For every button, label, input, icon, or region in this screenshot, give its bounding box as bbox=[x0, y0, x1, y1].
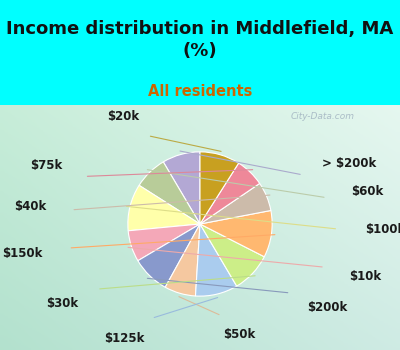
Text: $200k: $200k bbox=[307, 301, 347, 314]
Wedge shape bbox=[138, 224, 200, 287]
Wedge shape bbox=[200, 152, 239, 224]
Text: All residents: All residents bbox=[148, 84, 252, 99]
Wedge shape bbox=[196, 224, 237, 296]
Wedge shape bbox=[139, 162, 200, 224]
Text: $30k: $30k bbox=[46, 297, 78, 310]
Wedge shape bbox=[200, 163, 260, 224]
Wedge shape bbox=[128, 224, 200, 261]
Wedge shape bbox=[163, 152, 200, 224]
Wedge shape bbox=[128, 186, 200, 231]
Text: City-Data.com: City-Data.com bbox=[291, 112, 355, 121]
Wedge shape bbox=[200, 210, 272, 257]
Text: > $200k: > $200k bbox=[322, 157, 376, 170]
Text: $60k: $60k bbox=[351, 185, 384, 198]
Text: $125k: $125k bbox=[104, 331, 144, 344]
Text: $40k: $40k bbox=[14, 200, 46, 213]
Text: $150k: $150k bbox=[2, 247, 43, 260]
Wedge shape bbox=[200, 183, 271, 224]
Wedge shape bbox=[200, 224, 264, 286]
Wedge shape bbox=[165, 224, 200, 296]
Text: $20k: $20k bbox=[107, 111, 140, 124]
Text: $100k: $100k bbox=[365, 223, 400, 236]
Text: Income distribution in Middlefield, MA
(%): Income distribution in Middlefield, MA (… bbox=[6, 20, 394, 60]
Text: $75k: $75k bbox=[30, 159, 63, 172]
Text: $50k: $50k bbox=[223, 328, 256, 341]
Text: $10k: $10k bbox=[349, 270, 381, 283]
